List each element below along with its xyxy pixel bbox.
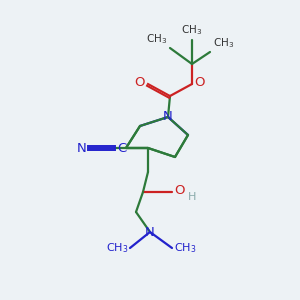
Text: N: N: [76, 142, 86, 154]
Text: CH$_3$: CH$_3$: [146, 32, 167, 46]
Text: CH$_3$: CH$_3$: [106, 241, 128, 255]
Text: N: N: [163, 110, 173, 122]
Text: H: H: [188, 192, 196, 202]
Text: O: O: [134, 76, 145, 88]
Text: CH$_3$: CH$_3$: [182, 23, 203, 37]
Text: N: N: [145, 226, 155, 238]
Text: CH$_3$: CH$_3$: [213, 36, 234, 50]
Text: C: C: [117, 142, 126, 154]
Text: O: O: [174, 184, 184, 197]
Text: CH$_3$: CH$_3$: [174, 241, 197, 255]
Text: O: O: [194, 76, 205, 88]
